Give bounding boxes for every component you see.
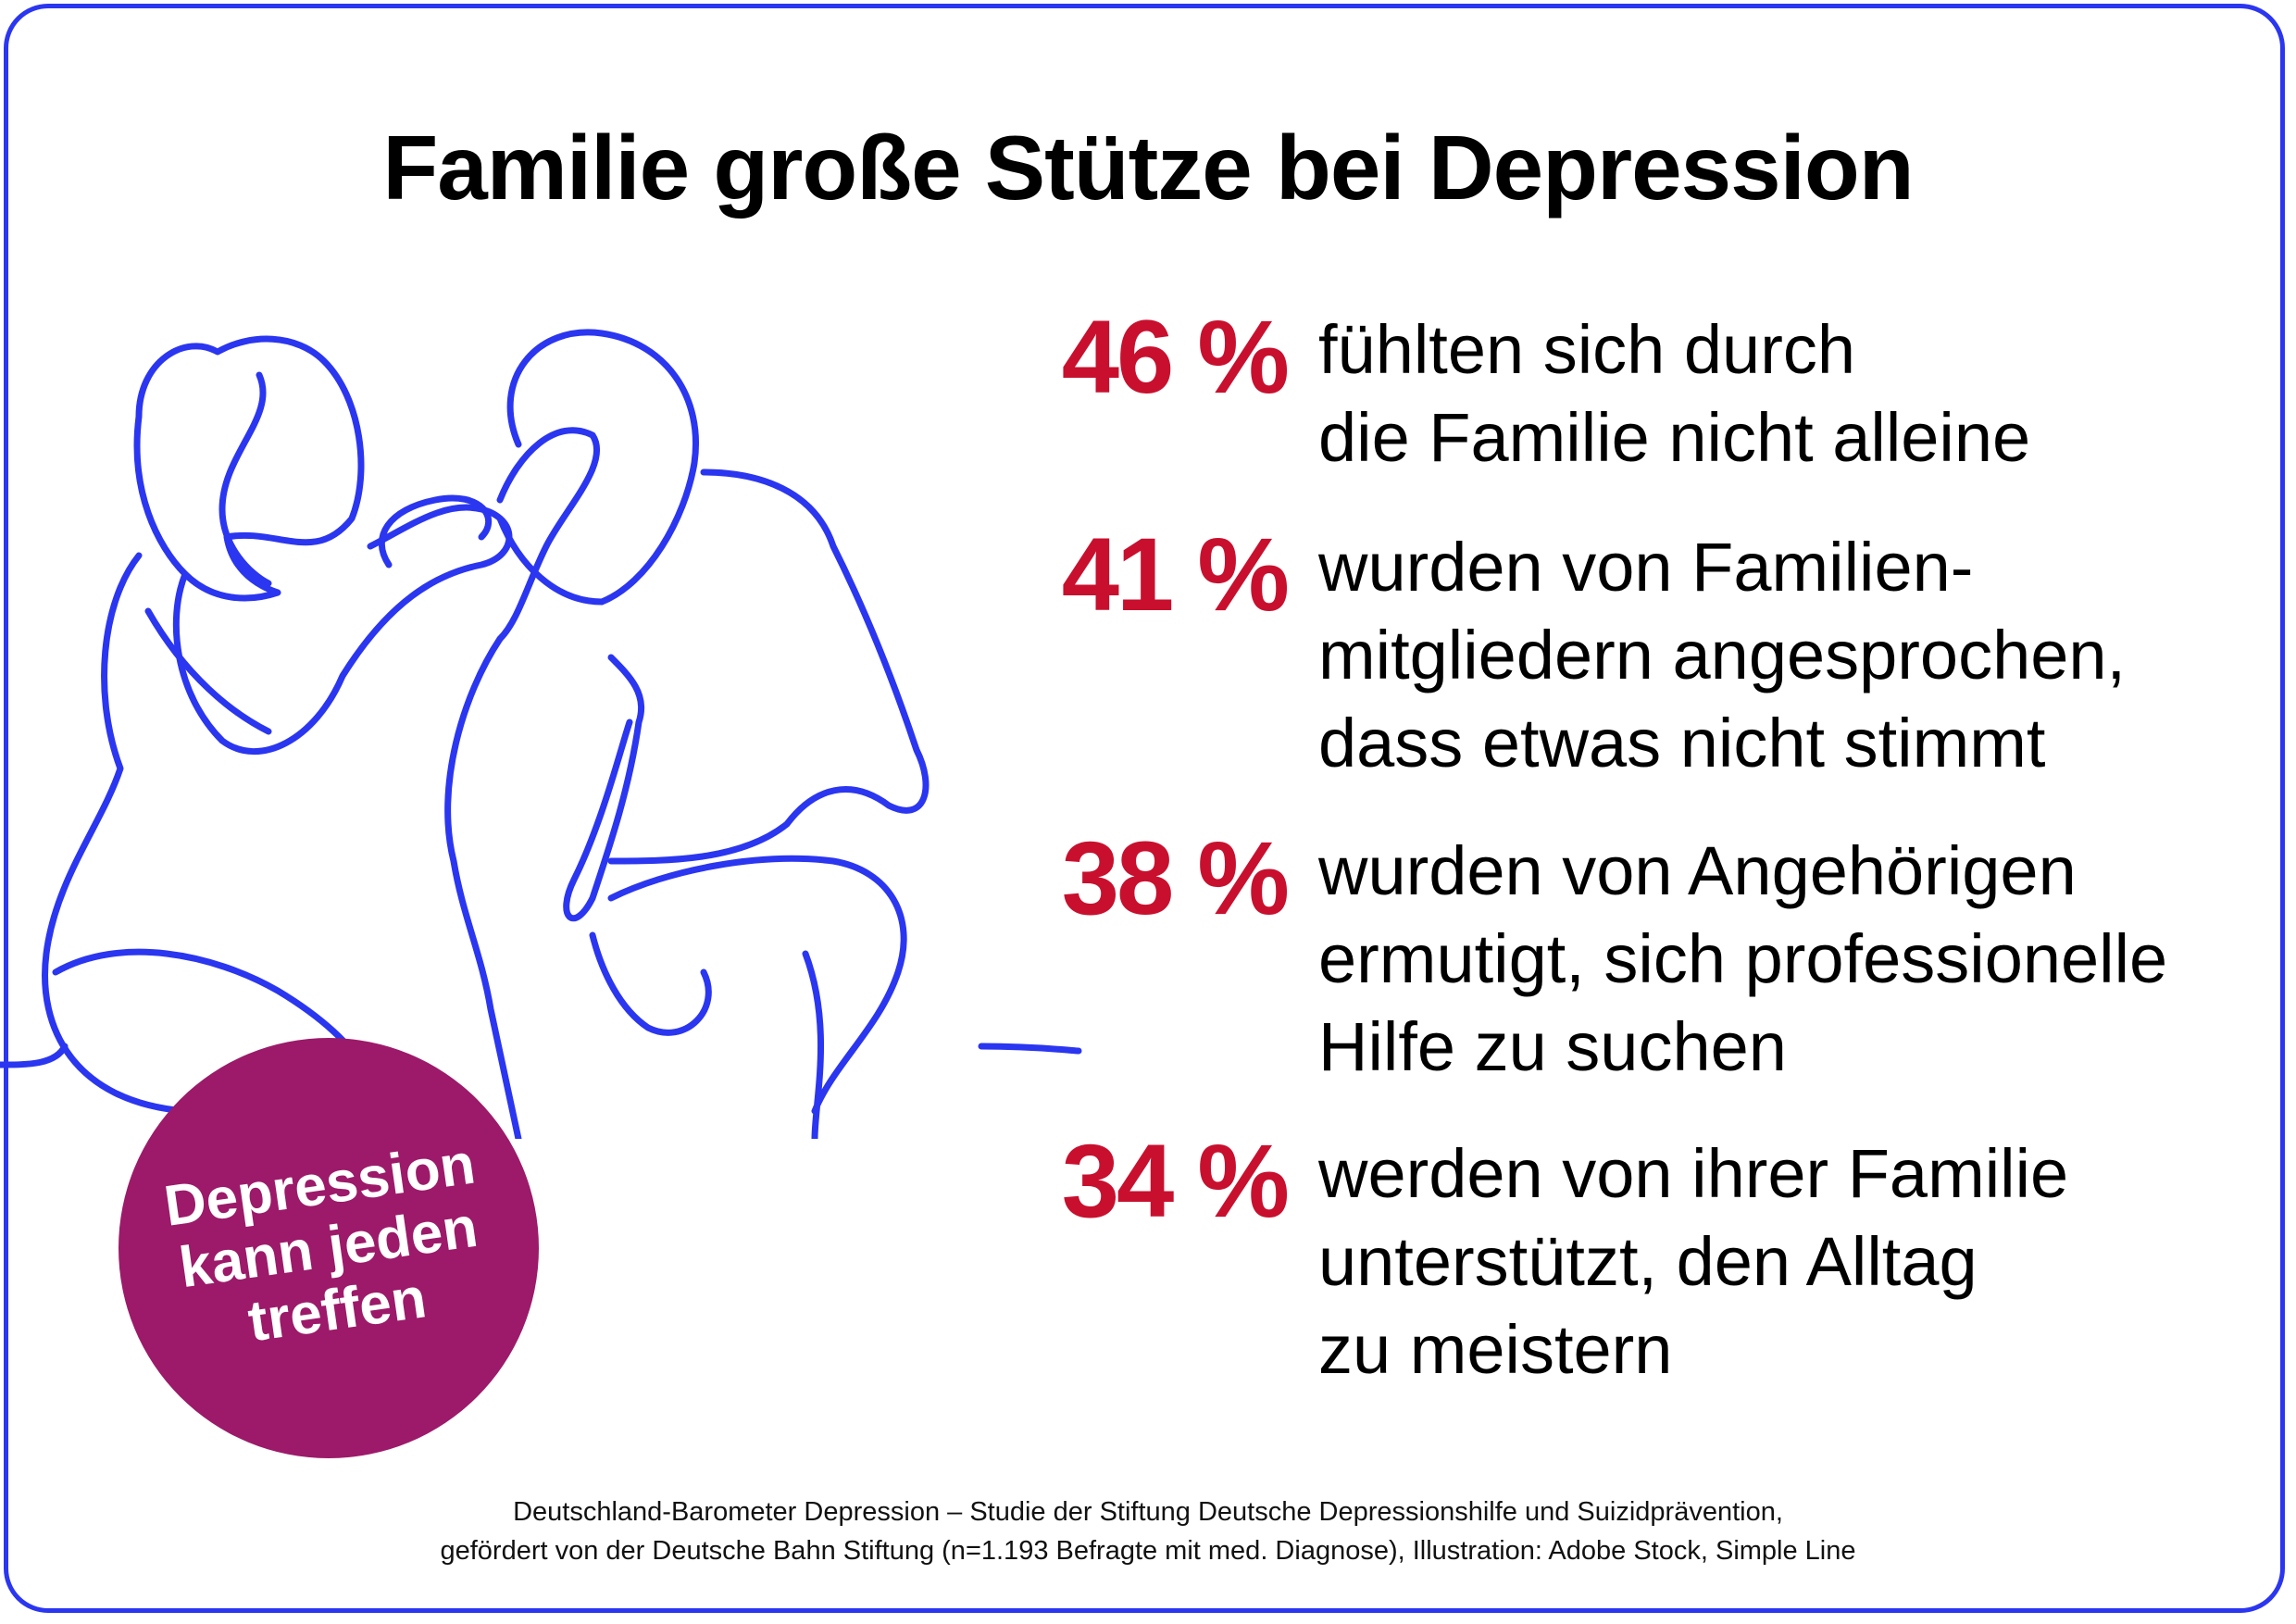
stat-description: wurden von Familien- mitgliedern angespr…: [1318, 523, 2126, 787]
footer-line: Deutschland-Barometer Depression – Studi…: [513, 1497, 1783, 1527]
stat-line: die Familie nicht alleine: [1318, 399, 2031, 476]
stat-line: wurden von Angehörigen: [1318, 832, 2077, 909]
stat-percent: 41 %: [1061, 517, 1290, 632]
stat-line: unterstützt, den Alltag: [1318, 1223, 1978, 1300]
stat-line: ermutigt, sich professionelle: [1318, 920, 2168, 997]
man-hand-on-head: [496, 427, 601, 643]
woman-body: [42, 504, 513, 1115]
stat-percent: 34 %: [1061, 1123, 1290, 1239]
stat-line: zu meistern: [1318, 1311, 1673, 1388]
badge-circle: Depression kann jeden treffen: [119, 1038, 539, 1458]
stat-description: fühlten sich durch die Familie nicht all…: [1318, 306, 2030, 481]
stat-percent: 46 %: [1061, 299, 1290, 415]
stat-line: Hilfe zu suchen: [1318, 1008, 1787, 1085]
family-line-illustration: [0, 329, 1082, 1139]
woman-hair: [218, 371, 272, 587]
stat-description: werden von ihrer Familie unterstützt, de…: [1318, 1130, 2068, 1393]
source-footer: Deutschland-Barometer Depression – Studi…: [0, 1493, 2296, 1570]
floor-line: [0, 1043, 1082, 1068]
page-title: Familie große Stütze bei Depression: [382, 117, 1914, 219]
frame-border: [4, 4, 2285, 1613]
woman-arm: [144, 494, 493, 735]
stat-line: dass etwas nicht stimmt: [1318, 705, 2046, 781]
footer-line: gefördert von der Deutsche Bahn Stiftung…: [440, 1536, 1856, 1566]
stat-line: werden von ihrer Familie: [1318, 1135, 2069, 1212]
stat-line: wurden von Familien-: [1318, 529, 1974, 606]
man-head: [496, 329, 699, 606]
man-legs: [589, 855, 907, 1139]
badge-text: Depression kann jeden treffen: [160, 1132, 497, 1363]
stat-description: wurden von Angehörigen ermutigt, sich pr…: [1318, 827, 2167, 1091]
stat-percent: 38 %: [1061, 820, 1290, 936]
stat-line: mitgliedern angesprochen,: [1318, 617, 2127, 693]
man-body: [444, 468, 930, 1139]
stat-line: fühlten sich durch: [1318, 311, 1856, 388]
woman-head-outline: [133, 335, 365, 602]
man-tie: [563, 654, 645, 922]
